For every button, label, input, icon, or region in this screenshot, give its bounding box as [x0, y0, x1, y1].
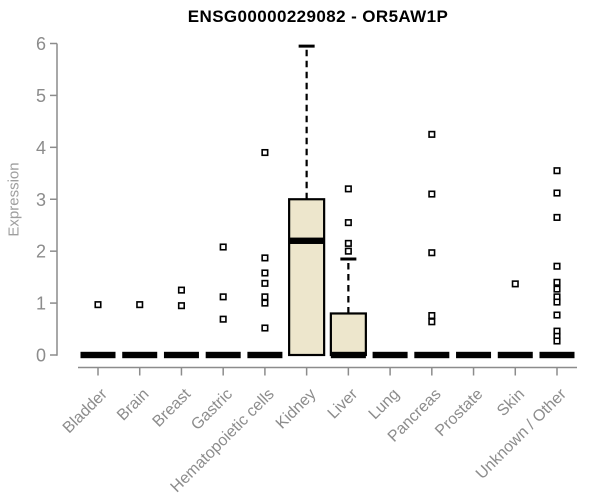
- outlier-point: [177, 286, 186, 294]
- x-category-label: Skin: [494, 386, 528, 420]
- outlier-point: [219, 243, 227, 251]
- x-category-label: Bladder: [60, 385, 111, 436]
- outlier-point: [553, 311, 561, 319]
- median-bar: [80, 351, 116, 359]
- outlier-point: [94, 301, 102, 309]
- median-bar: [247, 351, 283, 359]
- outlier-point: [177, 302, 186, 310]
- outlier-point: [428, 318, 436, 326]
- outlier-point: [428, 311, 436, 320]
- outlier-point: [261, 254, 269, 262]
- median-bar: [122, 351, 158, 359]
- median-bar: [372, 351, 408, 359]
- outlier-point: [261, 324, 269, 332]
- x-category-label: Lung: [366, 386, 403, 423]
- y-tick-label: 5: [36, 86, 46, 106]
- outlier-point: [344, 247, 352, 255]
- median-bar: [289, 237, 325, 244]
- outlier-point: [511, 280, 519, 288]
- outlier-point: [428, 190, 436, 198]
- outlier-point: [219, 315, 227, 323]
- median-bar: [330, 351, 366, 359]
- outlier-point: [261, 148, 269, 157]
- outlier-point: [553, 213, 561, 221]
- outlier-point: [553, 285, 561, 293]
- x-category-label: Liver: [325, 385, 362, 422]
- outlier-point: [136, 301, 144, 309]
- outlier-point: [261, 269, 269, 277]
- y-tick-label: 1: [36, 294, 46, 314]
- x-category-label: Brain: [114, 386, 152, 424]
- outlier-point: [553, 167, 561, 175]
- outlier-point: [428, 130, 436, 138]
- y-tick-label: 4: [36, 138, 46, 158]
- median-bar: [456, 351, 492, 359]
- y-tick-label: 0: [36, 346, 46, 366]
- median-bar: [163, 351, 199, 359]
- outlier-point: [553, 298, 561, 306]
- outlier-point: [553, 337, 561, 345]
- outlier-point: [261, 293, 269, 301]
- median-bar: [414, 351, 450, 359]
- x-category-label: Breast: [150, 385, 195, 430]
- y-tick-label: 3: [36, 190, 46, 210]
- outlier-point: [344, 239, 352, 247]
- outlier-point: [428, 249, 436, 257]
- outlier-point: [344, 219, 352, 227]
- outlier-point: [553, 262, 561, 270]
- outlier-point: [344, 185, 352, 193]
- box: [329, 312, 367, 357]
- median-bar: [497, 351, 533, 359]
- chart-title: ENSG00000229082 - OR5AW1P: [187, 7, 449, 26]
- median-bar: [205, 351, 241, 359]
- outlier-point: [261, 279, 269, 287]
- y-tick-label: 6: [36, 34, 46, 54]
- median-bar: [539, 351, 575, 359]
- outlier-point: [553, 189, 561, 197]
- box: [288, 198, 326, 357]
- outlier-point: [219, 293, 227, 301]
- outlier-point: [553, 278, 561, 286]
- y-tick-label: 2: [36, 242, 46, 262]
- outlier-point: [261, 299, 269, 307]
- x-category-label: Kidney: [273, 386, 320, 433]
